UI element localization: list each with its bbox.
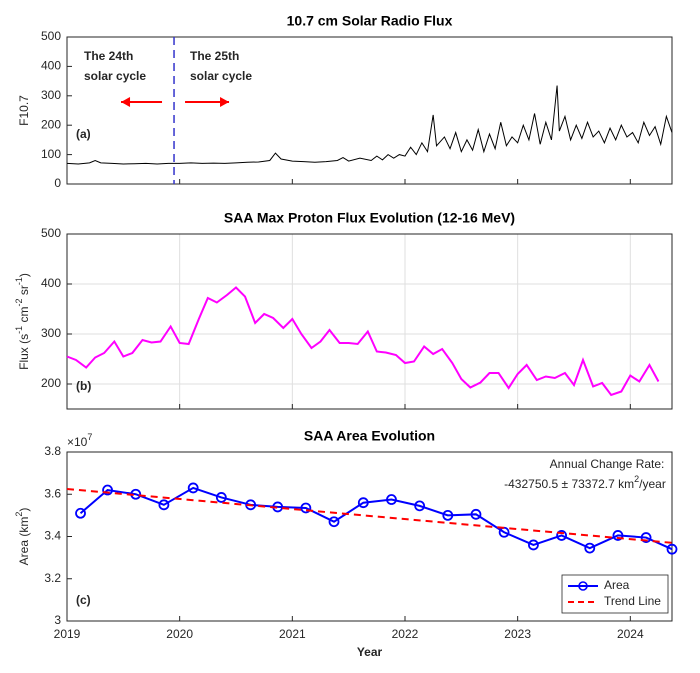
- superscript: -1: [14, 326, 24, 334]
- y-tick-label: 500: [41, 226, 61, 240]
- marker: [556, 530, 567, 541]
- y-tick-label: 100: [41, 147, 61, 161]
- y-tick-label: 3.8: [44, 444, 61, 458]
- marker: [357, 497, 369, 509]
- y-tick-label: 3: [54, 613, 61, 627]
- rate-label: Annual Change Rate:: [550, 457, 665, 471]
- text-part: sr: [17, 285, 31, 298]
- y-multiplier: ×107: [67, 432, 92, 449]
- axes-frame: [66, 233, 673, 410]
- y-tick-label: 200: [41, 117, 61, 131]
- marker: [158, 499, 170, 511]
- x-tick-label: 2023: [504, 627, 531, 641]
- marker: [528, 539, 539, 551]
- y-tick-label: 300: [41, 88, 61, 102]
- superscript: 2: [634, 474, 639, 484]
- text-part: Flux (s: [17, 334, 31, 370]
- marker: [328, 516, 340, 528]
- annotation: The 25th: [190, 49, 239, 63]
- series-line: [66, 487, 673, 544]
- y-tick-label: 0: [54, 176, 61, 190]
- marker: [187, 482, 199, 494]
- superscript: 2: [14, 512, 24, 517]
- x-tick-label: 2022: [392, 627, 419, 641]
- text-part: cm: [17, 307, 31, 326]
- text-part: Area (km: [17, 517, 31, 566]
- annotation: (c): [76, 593, 91, 607]
- text-part: ): [17, 273, 31, 277]
- text-part: -432750.5 ± 73372.7 km: [504, 477, 634, 491]
- series-line: [66, 286, 660, 397]
- x-axis-label: Year: [357, 645, 383, 659]
- marker: [245, 499, 257, 511]
- text-part: F10.7: [17, 95, 31, 126]
- legend-label: Area: [604, 578, 630, 592]
- annotation: solar cycle: [190, 69, 252, 83]
- axes-frame: [66, 451, 673, 622]
- chart-title: SAA Area Evolution: [304, 428, 435, 444]
- plot-area: [67, 234, 672, 409]
- text-part: ×10: [67, 435, 88, 449]
- text-part: /year: [639, 477, 666, 491]
- x-tick-label: 2020: [166, 627, 193, 641]
- marker: [102, 484, 113, 496]
- y-axis-label: F10.7: [17, 95, 31, 126]
- x-tick-label: 2021: [279, 627, 306, 641]
- superscript: -2: [14, 298, 24, 306]
- annotation: solar cycle: [84, 69, 146, 83]
- x-tick-label: 2019: [54, 627, 81, 641]
- plot-area: [67, 37, 672, 184]
- marker: [75, 507, 86, 519]
- superscript: 7: [87, 432, 92, 442]
- y-axis-label: Area (km2): [14, 508, 31, 566]
- marker: [386, 494, 397, 505]
- arrow-head: [220, 97, 230, 107]
- marker: [215, 492, 227, 503]
- y-tick-label: 3.4: [44, 529, 61, 543]
- y-tick-label: 400: [41, 59, 61, 73]
- annotation: The 24th: [84, 49, 133, 63]
- legend-box: [561, 574, 669, 614]
- rate-value: -432750.5 ± 73372.7 km2/year: [504, 474, 666, 491]
- arrow-head: [121, 97, 131, 107]
- marker: [414, 500, 426, 512]
- series-line: [66, 85, 673, 165]
- annotation: (a): [76, 127, 91, 141]
- chart-title: 10.7 cm Solar Radio Flux: [287, 13, 453, 29]
- x-tick-label: 2024: [617, 627, 644, 641]
- marker: [612, 530, 624, 541]
- legend-label: Trend Line: [604, 594, 661, 608]
- marker: [442, 509, 454, 521]
- annotation: (b): [76, 379, 91, 393]
- legend-marker: [578, 581, 588, 591]
- series-line: [79, 486, 673, 551]
- y-tick-label: 3.6: [44, 486, 61, 500]
- superscript: -1: [14, 277, 24, 285]
- marker: [470, 508, 482, 520]
- marker: [584, 542, 596, 554]
- marker: [666, 543, 678, 555]
- marker: [640, 532, 652, 543]
- y-tick-label: 3.2: [44, 571, 61, 585]
- y-tick-label: 200: [41, 376, 61, 390]
- y-tick-label: 400: [41, 276, 61, 290]
- y-tick-label: 300: [41, 326, 61, 340]
- y-tick-label: 500: [41, 29, 61, 43]
- y-axis-label: Flux (s-1 cm-2 sr-1): [14, 273, 31, 370]
- chart-title: SAA Max Proton Flux Evolution (12-16 MeV…: [224, 210, 515, 226]
- marker: [300, 502, 312, 514]
- axes-frame: [66, 36, 673, 185]
- text-part: ): [17, 508, 31, 512]
